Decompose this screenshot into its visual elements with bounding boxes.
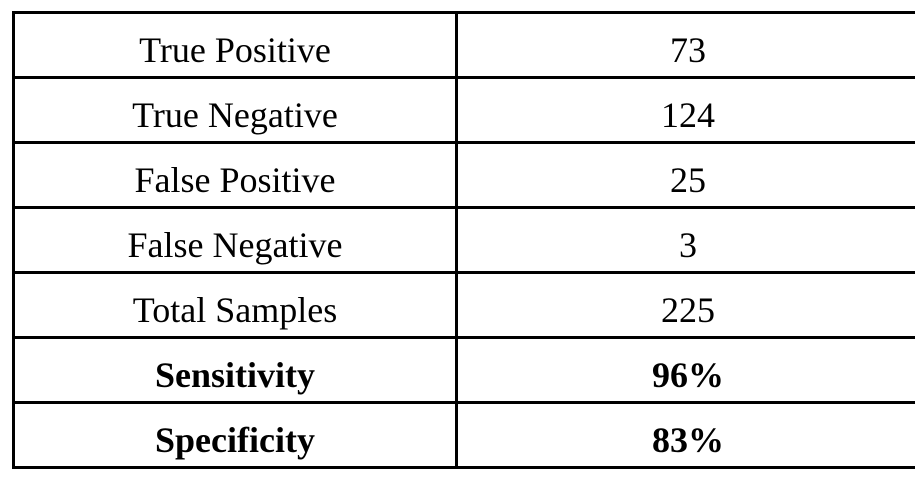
row-value-text: 225 [661, 282, 715, 328]
table-row: Total Samples 225 [14, 273, 915, 338]
table-row: True Positive 73 [14, 13, 915, 78]
row-value: 225 [457, 273, 915, 338]
row-label-text: True Negative [132, 87, 338, 133]
row-label: Total Samples [14, 273, 457, 338]
row-label-text: Sensitivity [155, 347, 315, 393]
row-label: False Negative [14, 208, 457, 273]
row-label-text: Specificity [155, 412, 315, 458]
table-row: True Negative 124 [14, 78, 915, 143]
row-value-text: 96% [652, 347, 724, 393]
row-value-text: 83% [652, 412, 724, 458]
row-label: True Negative [14, 78, 457, 143]
row-value: 124 [457, 78, 915, 143]
row-value: 73 [457, 13, 915, 78]
row-value: 3 [457, 208, 915, 273]
row-value: 25 [457, 143, 915, 208]
table-row: False Negative 3 [14, 208, 915, 273]
row-value-text: 124 [661, 87, 715, 133]
row-label-text: False Positive [134, 152, 335, 198]
results-table-container: True Positive 73 True Negative 124 False… [12, 11, 912, 469]
row-label-text: True Positive [139, 22, 331, 68]
row-value-text: 73 [670, 22, 706, 68]
table-row: Sensitivity 96% [14, 338, 915, 403]
row-label: False Positive [14, 143, 457, 208]
row-label: Specificity [14, 403, 457, 468]
table-row: False Positive 25 [14, 143, 915, 208]
row-value-text: 3 [679, 217, 697, 263]
table-row: Specificity 83% [14, 403, 915, 468]
row-value: 83% [457, 403, 915, 468]
row-label: True Positive [14, 13, 457, 78]
row-label-text: Total Samples [133, 282, 337, 328]
row-value-text: 25 [670, 152, 706, 198]
row-value: 96% [457, 338, 915, 403]
results-table: True Positive 73 True Negative 124 False… [12, 11, 915, 469]
row-label: Sensitivity [14, 338, 457, 403]
row-label-text: False Negative [128, 217, 343, 263]
